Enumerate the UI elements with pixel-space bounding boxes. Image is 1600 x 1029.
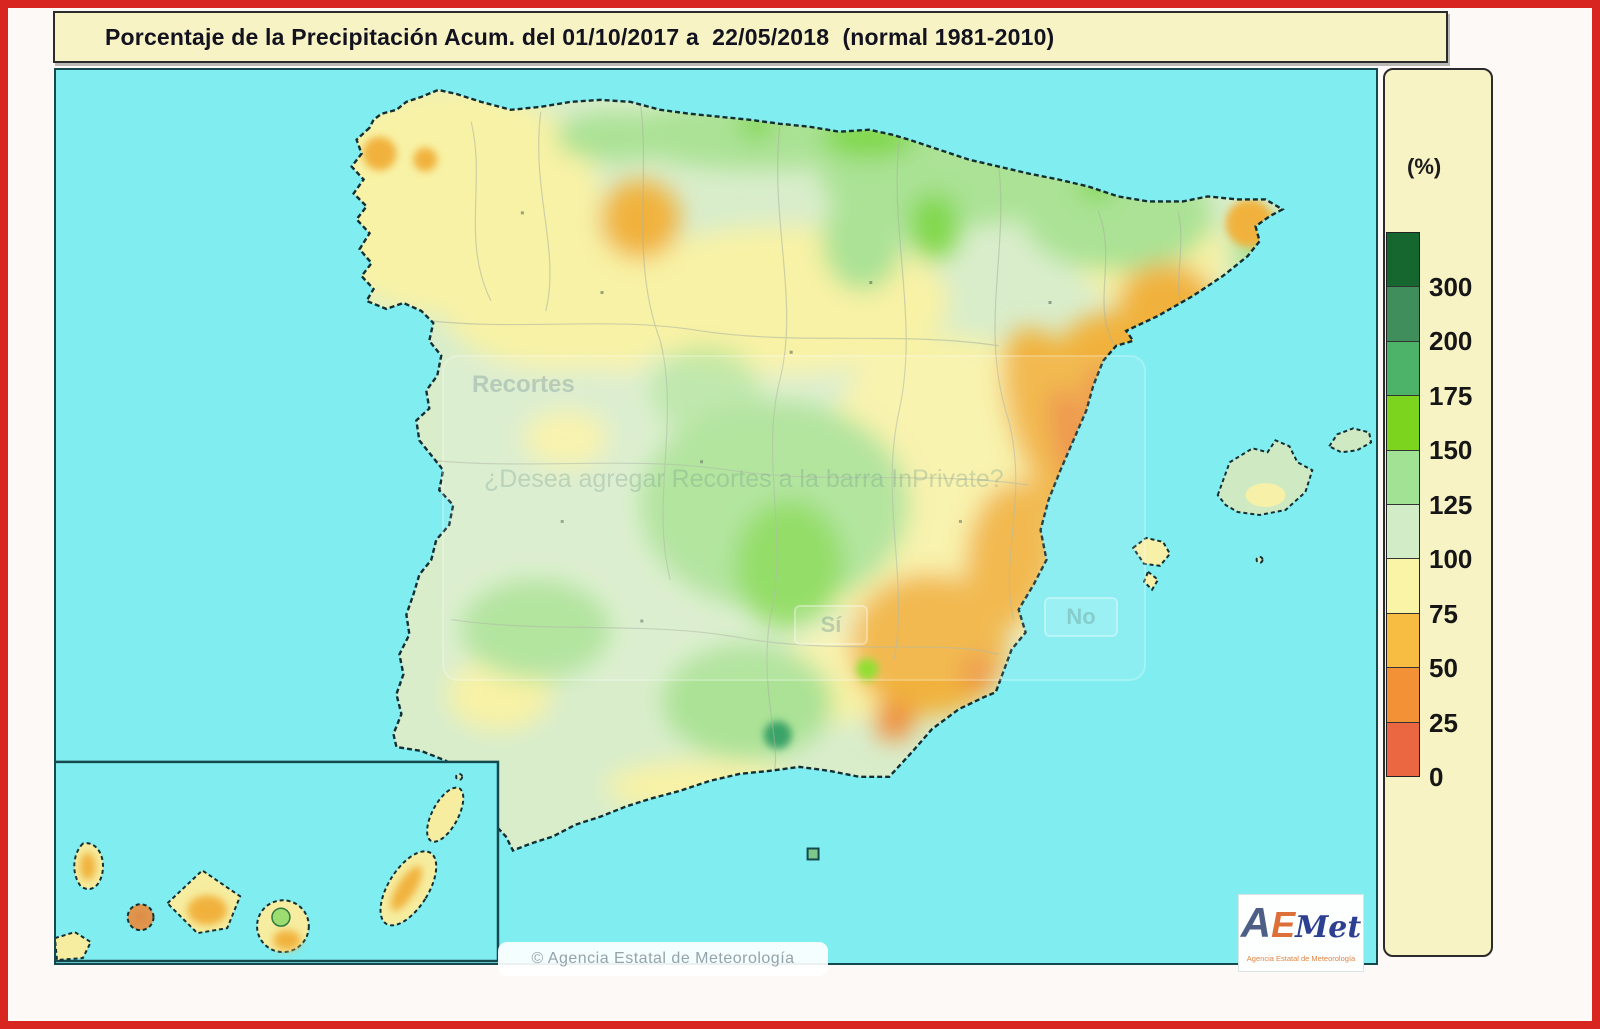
legend-colorbar — [1386, 232, 1420, 777]
legend-tick-label: 150 — [1429, 435, 1473, 465]
legend-tick-label: 200 — [1429, 326, 1473, 356]
copyright-note: © Agencia Estatal de Meteorología — [498, 942, 828, 976]
aemet-logo-word: AEMet — [1241, 902, 1362, 953]
aemet-logo: AEMet Agencia Estatal de Meteorología — [1238, 894, 1364, 972]
town-dots — [520, 211, 1052, 623]
legend-color-segment — [1387, 396, 1419, 451]
legend-color-segment — [1387, 559, 1419, 614]
legend-tick-label: 50 — [1429, 653, 1458, 683]
legend-tick-label: 100 — [1429, 544, 1473, 574]
spain-coastline — [350, 88, 1285, 853]
balearic-islands — [1131, 427, 1373, 592]
legend-panel: (%) 300 200 175 150 125 100 75 50 25 0 — [1383, 68, 1493, 957]
legend-tick-label: 25 — [1429, 707, 1458, 738]
legend-color-segment — [1387, 722, 1419, 777]
aemet-letters-met: Met — [1295, 910, 1362, 945]
legend-unit-label: (%) — [1407, 154, 1442, 179]
legend-tick-label: 125 — [1429, 489, 1473, 520]
spain-precipitation-map — [56, 70, 1376, 963]
legend-color-segment — [1387, 668, 1419, 723]
legend-color-segment — [1387, 287, 1419, 342]
map-container: Recortes ¿Desea agregar Recortes a la ba… — [54, 68, 1378, 976]
legend-ticks: 300 200 175 150 125 100 75 50 25 0 — [1429, 232, 1491, 792]
province-borders — [431, 101, 1189, 769]
title-bar: Porcentaje de la Precipitación Acum. del… — [53, 11, 1448, 63]
aemet-letter-a: A — [1240, 899, 1272, 946]
aemet-letter-e: E — [1271, 904, 1296, 945]
legend-color-segment — [1387, 505, 1419, 560]
legend-tick-label: 75 — [1429, 598, 1458, 629]
legend-tick-label: 0 — [1429, 762, 1444, 792]
legend-color-segment — [1387, 233, 1419, 288]
legend-tick-label: 175 — [1429, 380, 1473, 411]
legend-color-segment — [1387, 613, 1419, 669]
page-title: Porcentaje de la Precipitación Acum. del… — [105, 23, 1055, 50]
aemet-logo-subtext: Agencia Estatal de Meteorología — [1246, 954, 1356, 963]
legend-color-segment — [1387, 450, 1419, 506]
canary-islands-inset — [56, 760, 500, 963]
alboran-island-marker — [806, 847, 820, 861]
legend-tick-label: 300 — [1429, 271, 1473, 302]
legend-color-segment — [1387, 341, 1419, 397]
